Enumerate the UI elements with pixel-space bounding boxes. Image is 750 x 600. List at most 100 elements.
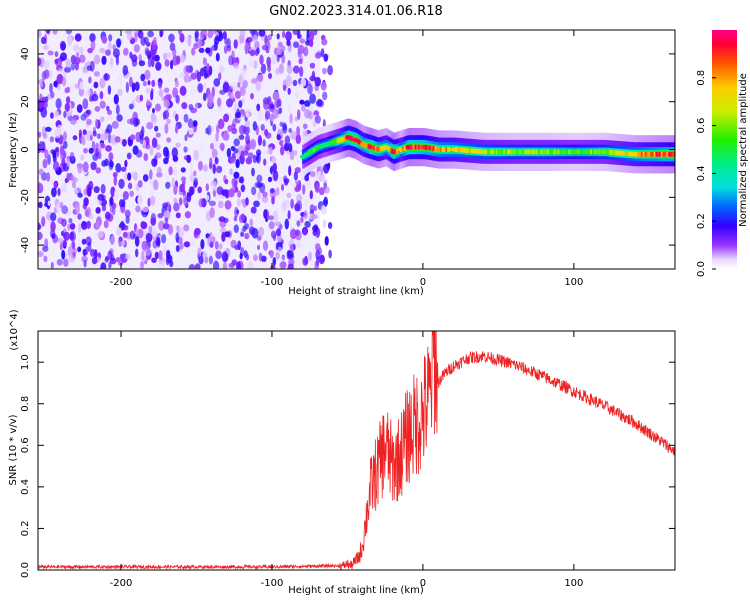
snr-y-label: SNR (10 * v/v) — [8, 414, 19, 485]
noise-speck — [104, 211, 111, 220]
noise-speck — [299, 66, 304, 78]
noise-speck — [286, 192, 292, 199]
noise-speck — [313, 205, 318, 211]
noise-speck — [126, 32, 133, 41]
noise-speck — [267, 176, 273, 183]
y-tick-label: 1.0 — [20, 354, 31, 370]
noise-speck — [205, 194, 210, 201]
noise-speck — [270, 54, 277, 65]
noise-speck — [135, 227, 139, 238]
ridge-cell — [534, 149, 537, 155]
y-tick-label: 0.8 — [20, 396, 31, 412]
noise-speck — [284, 180, 288, 186]
ridge-cell — [311, 148, 314, 154]
ridge-cell — [448, 147, 452, 152]
snr-frame — [37, 330, 676, 571]
ridge-point — [672, 152, 675, 157]
ridge-cell — [305, 152, 309, 157]
noise-speck — [83, 147, 88, 154]
noise-speck — [213, 78, 221, 87]
noise-speck — [298, 58, 303, 65]
ridge-cell — [619, 150, 622, 156]
noise-speck — [89, 33, 96, 43]
noise-speck — [97, 231, 104, 239]
snr-point — [573, 390, 575, 392]
noise-speck — [74, 188, 78, 195]
noise-speck — [258, 252, 263, 262]
noise-speck — [217, 97, 222, 107]
noise-speck — [140, 221, 148, 230]
noise-speck — [81, 255, 88, 263]
ridge-cell — [530, 149, 533, 155]
ridge-cell — [519, 149, 522, 155]
ridge-cell — [396, 148, 399, 154]
ridge-cell — [467, 148, 470, 153]
y-tick-label: 0.4 — [20, 479, 31, 495]
noise-speck — [249, 138, 257, 150]
noise-speck — [294, 90, 300, 99]
noise-speck — [146, 121, 154, 130]
noise-speck — [198, 256, 204, 265]
noise-speck — [206, 30, 214, 39]
ridge-point — [300, 154, 305, 159]
noise-speck — [288, 128, 293, 133]
ridge-cell — [503, 149, 506, 155]
noise-speck — [57, 68, 64, 74]
noise-speck — [245, 157, 253, 165]
noise-speck — [99, 100, 106, 109]
colorbar-label: Normalized spectral amplitude — [738, 73, 749, 227]
colorbar-tick-label: 0.2 — [696, 213, 707, 229]
noise-speck — [233, 224, 239, 233]
noise-speck — [312, 225, 319, 232]
noise-speck — [132, 111, 138, 121]
noise-speck — [296, 241, 302, 249]
noise-speck — [49, 83, 53, 94]
ridge-cell — [349, 135, 352, 141]
noise-speck — [179, 85, 187, 96]
ridge-cell — [461, 147, 464, 153]
noise-speck — [250, 206, 257, 214]
snr-point — [460, 361, 462, 363]
noise-speck — [322, 178, 329, 184]
noise-speck — [179, 72, 184, 78]
ridge-cell — [342, 136, 345, 142]
noise-speck — [322, 91, 328, 101]
noise-speck — [162, 202, 169, 208]
ridge-cell — [394, 148, 397, 154]
noise-speck — [245, 197, 249, 206]
noise-speck — [108, 152, 114, 161]
ridge-cell — [447, 147, 450, 152]
noise-speck — [294, 184, 301, 193]
noise-speck — [221, 232, 226, 242]
noise-speck — [144, 69, 151, 80]
noise-speck — [124, 172, 129, 182]
noise-speck — [151, 137, 158, 149]
noise-speck — [41, 70, 47, 81]
noise-speck — [107, 85, 112, 95]
noise-speck — [115, 104, 120, 115]
noise-speck — [314, 184, 320, 193]
ridge-cell — [561, 149, 564, 155]
ridge-cell — [582, 149, 586, 155]
noise-speck — [245, 112, 250, 118]
snr-point — [331, 565, 333, 567]
ridge-point — [420, 144, 426, 150]
noise-speck — [309, 30, 315, 42]
noise-speck — [135, 149, 143, 158]
noise-speck — [254, 49, 259, 56]
noise-speck — [64, 178, 68, 184]
noise-speck — [131, 171, 138, 177]
noise-speck — [89, 134, 93, 141]
noise-speck — [302, 257, 309, 266]
noise-speck — [115, 257, 121, 263]
ridge-cell — [557, 149, 560, 155]
noise-speck — [128, 103, 134, 110]
colorbar-tick-label: 0.8 — [696, 70, 707, 86]
noise-speck — [212, 163, 216, 175]
y-tick-label: -40 — [20, 237, 31, 253]
noise-speck — [281, 53, 286, 64]
ridge-point — [375, 147, 380, 152]
noise-speck — [210, 142, 214, 150]
noise-speck — [252, 154, 257, 164]
noise-speck — [44, 149, 49, 159]
